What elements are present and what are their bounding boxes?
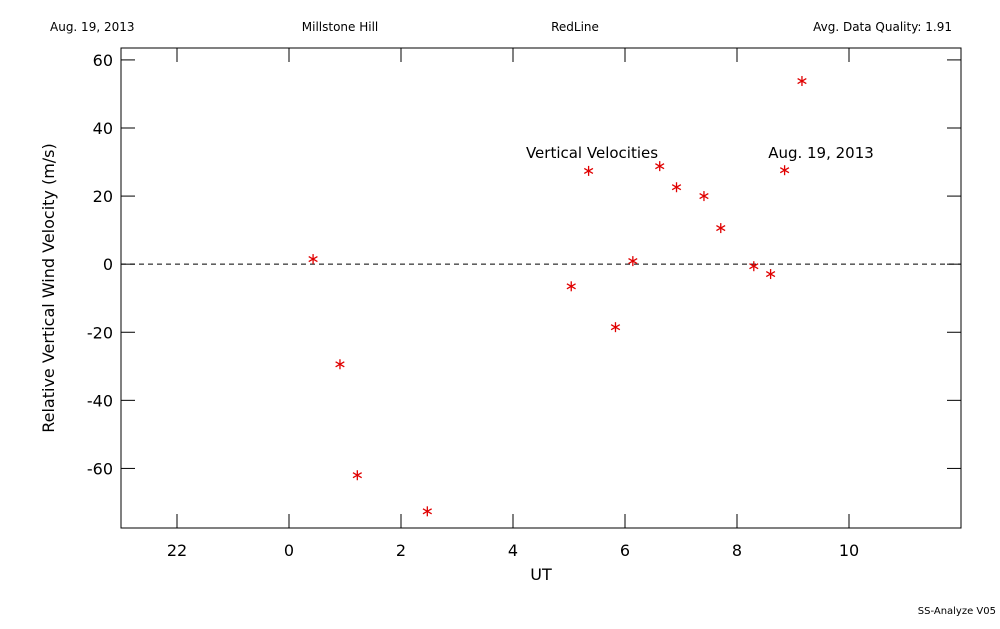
data-point	[716, 223, 726, 234]
y-tick-label: 20	[93, 187, 113, 206]
marker-stroke	[566, 283, 576, 290]
data-point	[749, 261, 759, 272]
data-point	[671, 182, 682, 193]
marker-stroke	[749, 263, 759, 270]
x-tick-label: 6	[620, 541, 630, 560]
marker-stroke	[335, 361, 345, 368]
marker-stroke	[716, 225, 726, 232]
marker-stroke	[583, 167, 594, 174]
x-tick-label: 22	[167, 541, 187, 560]
marker-stroke	[797, 77, 807, 85]
y-tick-label: -20	[87, 323, 113, 342]
y-tick-label: 40	[93, 119, 113, 138]
data-point	[699, 191, 709, 202]
data-point	[610, 322, 621, 333]
data-point	[655, 161, 665, 172]
marker-stroke	[610, 324, 621, 331]
data-point	[583, 165, 594, 176]
data-point	[335, 359, 345, 370]
annotation: Vertical Velocities	[526, 144, 658, 162]
marker-stroke	[671, 184, 682, 191]
marker-stroke	[779, 167, 790, 174]
data-point	[352, 470, 362, 481]
data-point	[422, 506, 432, 517]
y-tick-label: 0	[103, 255, 113, 274]
data-point	[797, 76, 807, 87]
y-tick-label: -60	[87, 459, 113, 478]
header-date: Aug. 19, 2013	[50, 20, 135, 34]
marker-stroke	[422, 508, 432, 515]
footer: SS-Analyze V05	[918, 606, 996, 617]
data-point	[628, 256, 638, 267]
marker-stroke	[308, 256, 318, 263]
plot-frame	[120, 47, 962, 529]
marker-stroke	[352, 472, 362, 479]
marker-stroke	[699, 193, 709, 200]
marker-stroke	[655, 163, 665, 170]
annotation: Aug. 19, 2013	[768, 144, 874, 162]
y-tick-label: -40	[87, 391, 113, 410]
y-axis-label: Relative Vertical Wind Velocity (m/s)	[39, 143, 58, 433]
y-tick-label: 60	[93, 51, 113, 70]
x-axis-label: UT	[530, 565, 552, 584]
x-tick-label: 2	[396, 541, 406, 560]
marker-stroke	[628, 258, 638, 265]
header-instrument: RedLine	[551, 20, 599, 34]
header-quality: Avg. Data Quality: 1.91	[813, 20, 952, 34]
x-tick-label: 0	[284, 541, 294, 560]
marker-stroke	[765, 270, 776, 278]
header-site: Millstone Hill	[302, 20, 378, 34]
data-point	[566, 281, 576, 292]
data-point	[779, 165, 790, 176]
data-point	[765, 269, 776, 280]
x-tick-label: 10	[839, 541, 859, 560]
x-tick-label: 8	[732, 541, 742, 560]
data-point	[308, 254, 318, 265]
x-tick-label: 4	[508, 541, 518, 560]
